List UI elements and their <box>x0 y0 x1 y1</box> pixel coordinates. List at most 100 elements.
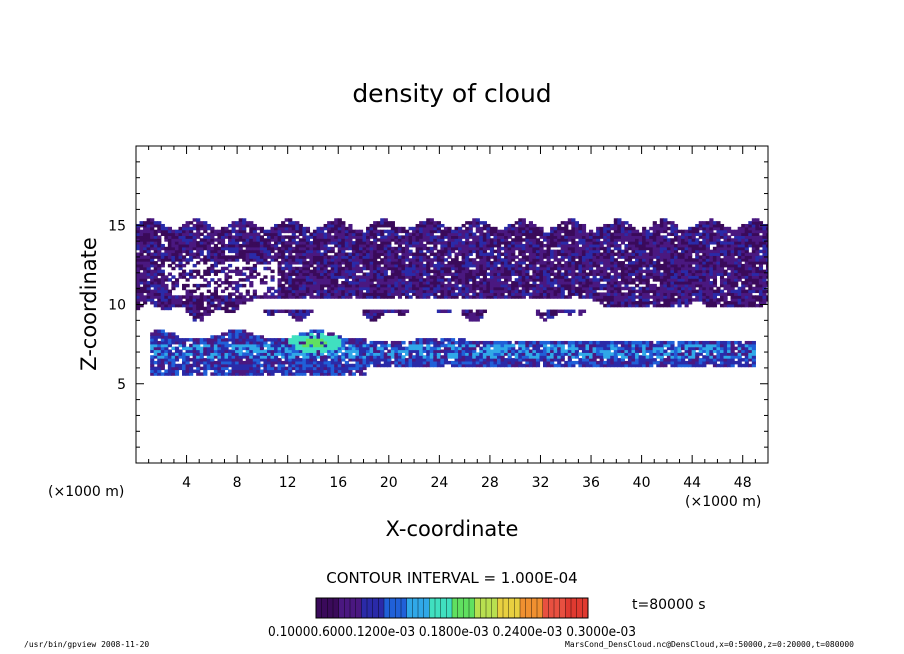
density-cell <box>249 283 254 288</box>
density-cell <box>454 246 459 251</box>
density-cell <box>571 309 576 314</box>
density-cell <box>249 360 254 365</box>
density-cell <box>153 238 158 242</box>
density-cell <box>231 338 236 342</box>
density-cell <box>305 289 311 294</box>
density-cell <box>196 252 201 256</box>
density-cell <box>596 235 601 239</box>
density-cell <box>309 286 314 291</box>
density-cell <box>532 255 537 259</box>
density-cell <box>235 303 240 308</box>
density-cell <box>507 229 512 234</box>
density-cell <box>136 298 141 302</box>
density-cell <box>376 229 381 234</box>
density-cell <box>174 246 180 251</box>
density-cell <box>312 363 318 368</box>
density-cell <box>199 258 204 262</box>
density-cell <box>404 349 410 353</box>
density-cell <box>493 343 498 348</box>
density-cell <box>238 335 243 339</box>
density-cell <box>160 332 165 336</box>
density-cell <box>571 258 576 262</box>
density-cell <box>419 343 424 348</box>
density-cell <box>150 269 155 274</box>
density-cell <box>507 252 512 256</box>
density-cell <box>401 252 406 256</box>
density-cell <box>281 252 286 256</box>
density-cell <box>164 255 169 259</box>
density-cell <box>419 229 424 234</box>
density-cell <box>433 235 438 239</box>
density-cell <box>376 349 381 353</box>
density-cell <box>486 261 491 265</box>
density-cell <box>390 281 395 285</box>
density-cell <box>521 275 526 279</box>
density-cell <box>426 358 431 362</box>
density-cell <box>153 269 158 274</box>
density-cell <box>511 363 516 368</box>
density-cell <box>528 275 533 279</box>
density-cell <box>560 281 565 285</box>
density-cell <box>174 238 180 242</box>
density-cell <box>433 358 438 362</box>
density-cell <box>295 295 300 299</box>
density-cell <box>599 343 604 348</box>
density-cell <box>631 263 636 268</box>
density-cell <box>245 372 250 376</box>
density-cell <box>603 272 608 276</box>
density-cell <box>472 340 477 345</box>
density-cell <box>143 249 148 254</box>
density-cell <box>450 349 456 353</box>
density-cell <box>436 309 441 314</box>
density-cell <box>528 352 533 356</box>
density-cell <box>369 281 374 285</box>
density-cell <box>433 352 438 356</box>
density-cell <box>355 289 360 294</box>
density-cell <box>309 329 314 333</box>
density-cell <box>160 335 165 339</box>
density-cell <box>174 346 180 351</box>
density-cell <box>224 246 229 251</box>
density-cell <box>252 355 257 359</box>
density-cell <box>305 269 311 274</box>
density-cell <box>546 292 551 296</box>
density-cell <box>150 232 155 236</box>
density-cell <box>358 338 364 342</box>
density-cell <box>242 372 247 376</box>
density-cell <box>578 252 583 256</box>
density-cell <box>624 352 629 356</box>
density-cell <box>355 338 360 342</box>
density-cell <box>493 281 498 285</box>
density-cell <box>263 369 268 373</box>
density-cell <box>277 369 282 373</box>
density-cell <box>521 269 526 274</box>
density-cell <box>412 269 417 274</box>
density-cell <box>157 346 162 351</box>
density-cell <box>160 258 165 262</box>
density-cell <box>599 295 604 299</box>
density-cell <box>436 238 441 242</box>
density-cell <box>397 249 403 254</box>
density-cell <box>334 346 339 351</box>
density-cell <box>245 249 250 254</box>
density-cell <box>596 340 601 345</box>
density-cell <box>479 360 484 365</box>
density-cell <box>235 249 240 254</box>
density-cell <box>203 369 208 373</box>
density-cell <box>479 266 484 271</box>
density-cell <box>323 272 328 276</box>
density-cell <box>210 358 215 362</box>
density-cell <box>167 255 172 259</box>
density-cell <box>475 360 480 365</box>
density-cell <box>312 238 318 242</box>
density-cell <box>263 363 268 368</box>
density-cell <box>203 352 208 356</box>
density-cell <box>256 363 261 368</box>
density-cell <box>334 266 339 271</box>
density-cell <box>323 235 328 239</box>
density-cell <box>334 358 339 362</box>
density-cell <box>270 358 275 362</box>
density-cell <box>302 281 307 285</box>
density-cell <box>553 358 558 362</box>
density-cell <box>635 246 640 251</box>
